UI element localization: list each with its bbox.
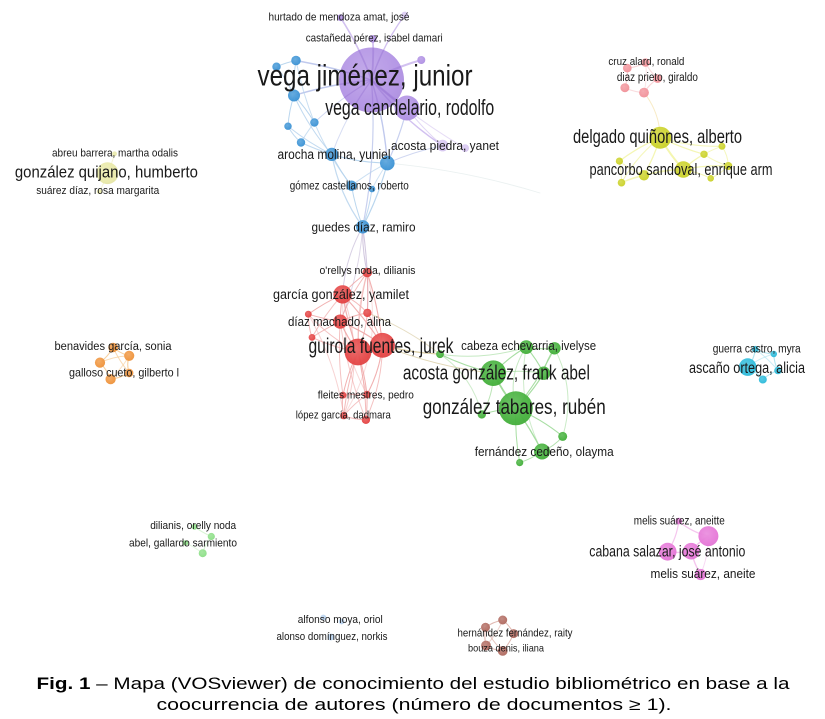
svg-text:gómez castellanos, roberto: gómez castellanos, roberto (290, 181, 409, 193)
svg-text:abreu barrera, martha odalis: abreu barrera, martha odalis (52, 148, 178, 160)
svg-text:guirola fuentes, jurek: guirola fuentes, jurek (309, 335, 454, 358)
svg-text:gonzález tabares, rubén: gonzález tabares, rubén (423, 395, 606, 419)
svg-text:cruz alard, ronald: cruz alard, ronald (608, 56, 684, 68)
svg-text:díaz machado, alina: díaz machado, alina (288, 314, 392, 329)
svg-text:dilianis, orelly noda: dilianis, orelly noda (150, 520, 237, 532)
svg-text:guerra castro, myra: guerra castro, myra (713, 344, 802, 356)
svg-text:hurtado de mendoza amat, josé: hurtado de mendoza amat, josé (269, 11, 410, 23)
svg-text:galloso cueto, gilberto l: galloso cueto, gilberto l (69, 366, 179, 380)
svg-text:lópez garcía, dadmara: lópez garcía, dadmara (296, 410, 392, 422)
svg-text:coocurrencia de autores (númer: coocurrencia de autores (número de docum… (157, 696, 672, 714)
svg-text:pancorbo sandoval, enrique arm: pancorbo sandoval, enrique arm (590, 161, 773, 179)
svg-text:alonso domínguez, norkis: alonso domínguez, norkis (277, 631, 388, 643)
svg-text:diaz prieto, giraldo: diaz prieto, giraldo (617, 72, 698, 84)
svg-text:guedes díaz, ramiro: guedes díaz, ramiro (312, 219, 416, 234)
svg-text:acosta piedra, yanet: acosta piedra, yanet (391, 138, 499, 153)
svg-text:Fig. 1 – Mapa (VOSviewer) de c: Fig. 1 – Mapa (VOSviewer) de conocimient… (37, 675, 791, 693)
svg-text:arocha molina, yuniel: arocha molina, yuniel (278, 147, 391, 162)
svg-text:suárez díaz, rosa margarita: suárez díaz, rosa margarita (36, 185, 160, 197)
svg-text:cabana salazar, josé antonio: cabana salazar, josé antonio (589, 544, 745, 561)
svg-text:abel, gallardo sarmiento: abel, gallardo sarmiento (129, 537, 237, 549)
svg-text:ascaño ortega, alicia: ascaño ortega, alicia (689, 360, 805, 377)
svg-text:benavides garcía, sonia: benavides garcía, sonia (55, 341, 173, 353)
svg-text:vega candelario, rodolfo: vega candelario, rodolfo (325, 95, 494, 120)
svg-text:alfonso moya, oriol: alfonso moya, oriol (298, 614, 383, 626)
svg-text:castañeda pérez, isabel damari: castañeda pérez, isabel damari (306, 33, 443, 45)
svg-text:gonzález quijano, humberto: gonzález quijano, humberto (15, 163, 198, 182)
svg-text:delgado quiñones, alberto: delgado quiñones, alberto (573, 126, 742, 148)
svg-text:melis suárez, aneitte: melis suárez, aneitte (634, 516, 725, 528)
svg-text:o'rellys noda, dilianis: o'rellys noda, dilianis (320, 265, 416, 277)
svg-text:acosta gonzález, frank abel: acosta gonzález, frank abel (403, 363, 590, 385)
svg-text:vega jiménez, junior: vega jiménez, junior (258, 60, 473, 93)
svg-text:fleites mestres, pedro: fleites mestres, pedro (318, 389, 414, 401)
svg-text:garcía gonzález, yamilet: garcía gonzález, yamilet (273, 287, 409, 302)
svg-text:melis suárez, aneite: melis suárez, aneite (651, 567, 756, 581)
svg-text:hernández fernández, raity: hernández fernández, raity (458, 627, 573, 639)
svg-text:bouza denis, iliana: bouza denis, iliana (468, 643, 544, 655)
svg-text:cabeza echevarria, ivelyse: cabeza echevarria, ivelyse (461, 339, 596, 353)
svg-text:fernández cedeño, olayma: fernández cedeño, olayma (475, 444, 615, 459)
